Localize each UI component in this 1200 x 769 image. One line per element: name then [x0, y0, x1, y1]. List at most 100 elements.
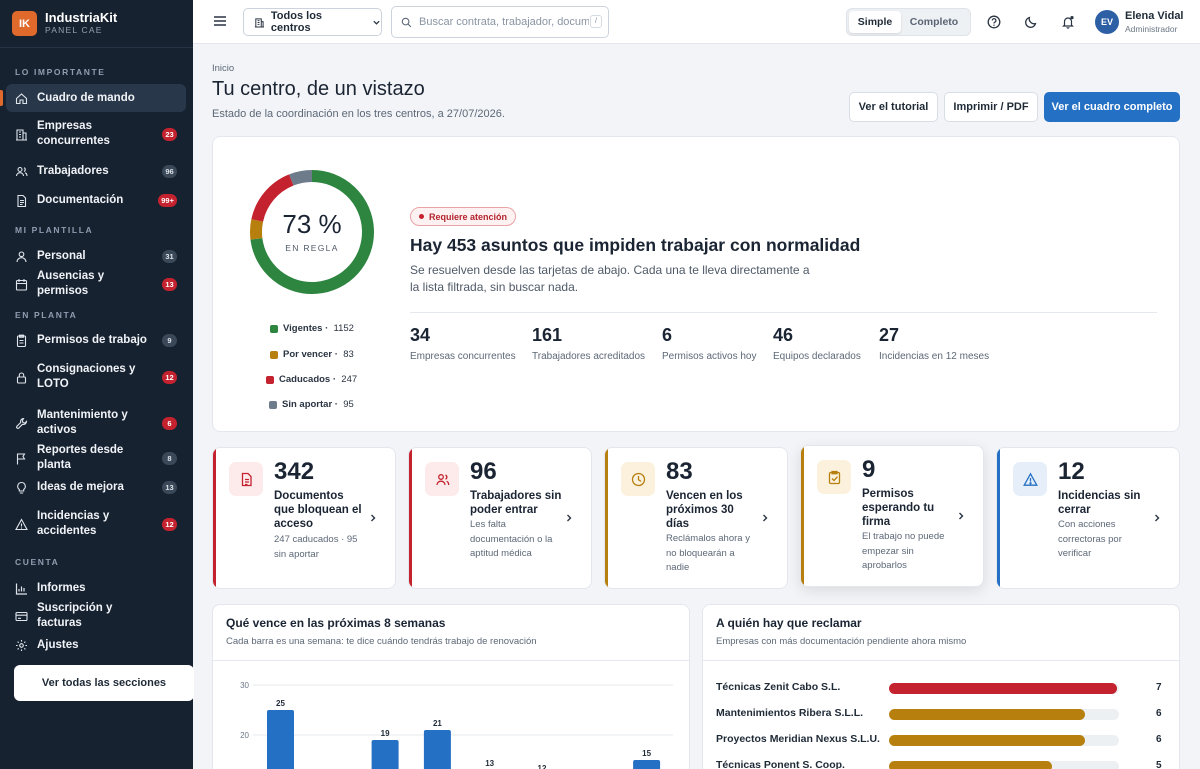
sidebar-item-clipboard[interactable]: Permisos de trabajo 9 [6, 326, 186, 354]
stat-value: 161 [532, 325, 563, 345]
mode-simple-button[interactable]: Simple [849, 11, 901, 33]
person-icon [15, 250, 28, 263]
bar[interactable] [267, 710, 294, 769]
print-pdf-button[interactable]: Imprimir / PDF [944, 92, 1038, 122]
sidebar-item-document[interactable]: Documentación 99+ [6, 186, 186, 214]
alert-card[interactable]: 83 Vencen en los próximos 30 días Reclámal… [604, 447, 788, 589]
building-icon [15, 128, 28, 141]
attention-badge: Requiere atención [410, 207, 517, 226]
claim-row[interactable]: Proyectos Meridian Nexus S.L.U. 6 [716, 733, 1166, 747]
stat-equipos: 46 Equipos declarados [773, 325, 861, 362]
claim-row[interactable]: Técnicas Ponent S. Coop. 5 [716, 759, 1166, 769]
search-box[interactable]: / [391, 6, 609, 38]
sidebar-item-gear[interactable]: Ajustes [6, 631, 186, 659]
bar[interactable] [371, 740, 399, 769]
section-en-planta: EN PLANTA [15, 310, 78, 320]
alert-card[interactable]: 342 Documentos que bloquean el acceso 247 … [212, 447, 396, 589]
card-description: Reclámalos ahora y no bloquearán a nadie [666, 533, 750, 573]
stat-value: 46 [773, 325, 794, 345]
flag-icon [15, 452, 28, 465]
claim-row[interactable]: Mantenimientos Ribera S.L.L. 6 [716, 707, 1166, 721]
mode-full-button[interactable]: Completo [909, 16, 959, 28]
sidebar-item-home[interactable]: Cuadro de mando [0, 84, 186, 112]
stat-label: Empresas concurrentes [410, 351, 516, 362]
full-dashboard-button[interactable]: Ver el cuadro completo [1044, 92, 1180, 122]
dark-mode-icon[interactable] [1024, 15, 1038, 29]
page-title: Tu centro, de un vistazo [212, 78, 425, 100]
brand[interactable]: IK IndustriaKit PANEL CAE [0, 0, 193, 48]
clipboard-icon [15, 334, 28, 347]
menu-icon[interactable] [213, 14, 227, 28]
sidebar-item-chart[interactable]: Informes [6, 574, 186, 602]
users-icon [425, 462, 459, 496]
claim-bar-fill [889, 709, 1085, 720]
divider [703, 660, 1179, 661]
chevron-right-icon [1155, 514, 1160, 522]
sidebar-badge: 6 [162, 416, 177, 430]
sidebar-item-lightbulb[interactable]: Ideas de mejora 13 [6, 473, 186, 501]
chevron-right-icon [371, 514, 376, 522]
claim-bar-track [889, 709, 1119, 720]
all-sections-button[interactable]: Ver todas las secciones [14, 665, 194, 701]
lock-icon [15, 371, 28, 384]
legend-value: 83 [343, 349, 354, 360]
bar-value-label: 25 [276, 699, 285, 708]
section-lo-importante: LO IMPORTANTE [15, 67, 106, 77]
search-input[interactable] [419, 16, 589, 28]
sidebar-badge: 96 [162, 164, 177, 178]
claim-row[interactable]: Técnicas Zenit Cabo S.L. 7 [716, 681, 1166, 695]
company-name: Técnicas Ponent S. Coop. [716, 759, 845, 769]
sidebar-item-users[interactable]: Trabajadores 96 [6, 157, 186, 185]
notifications-icon[interactable] [1061, 15, 1075, 29]
sidebar-badge: 9 [162, 333, 177, 347]
chevron-right-icon [959, 512, 964, 520]
bar-value-label: 13 [485, 759, 494, 768]
alert-card[interactable]: 9 Permisos esperando tu firma El trabajo n… [800, 445, 984, 587]
sidebar-item-wrench[interactable]: Mantenimiento y activos 6 [6, 402, 186, 444]
sidebar-item-label: Reportes desde planta [37, 444, 124, 471]
legend-swatch [270, 350, 278, 359]
help-icon[interactable] [987, 15, 1001, 29]
breadcrumb[interactable]: Inicio [212, 63, 235, 74]
y-tick-label: 20 [240, 731, 249, 740]
alert-card[interactable]: 96 Trabajadores sin poder entrar Les falta… [408, 447, 592, 589]
sidebar-item-card[interactable]: Suscripción y facturas [6, 602, 186, 630]
sidebar-item-label: Permisos de trabajo [37, 333, 147, 346]
card-title: Permisos esperando tu firma [862, 488, 935, 528]
y-tick-label: 30 [240, 681, 249, 690]
donut-segment [251, 174, 294, 222]
sidebar-item-warning[interactable]: Incidencias y accidentes 12 [6, 505, 186, 543]
divider [410, 312, 1157, 313]
claims-panel: A quién hay que reclamar Empresas con má… [702, 604, 1180, 769]
sidebar-item-calendar[interactable]: Ausencias y permisos 13 [6, 270, 186, 298]
bar[interactable] [633, 760, 661, 769]
legend-vigentes: Vigentes · 1152 [270, 323, 354, 334]
legend-swatch [270, 324, 278, 333]
alert-card[interactable]: 12 Incidencias sin cerrar Con acciones cor… [996, 447, 1180, 589]
sidebar-item-person[interactable]: Personal 31 [6, 242, 186, 270]
user-name[interactable]: Elena Vidal [1125, 10, 1184, 22]
center-select[interactable]: Todos los centros [243, 8, 382, 36]
warning-icon [15, 517, 28, 531]
avatar[interactable]: EV [1095, 10, 1119, 34]
sidebar-item-lock[interactable]: Consignaciones y LOTO 12 [6, 356, 186, 398]
card-count: 96 [470, 458, 497, 485]
stat-value: 27 [879, 325, 900, 345]
sidebar-item-building[interactable]: Empresas concurrentes 23 [6, 116, 186, 152]
bar[interactable] [423, 730, 451, 769]
tutorial-button[interactable]: Ver el tutorial [849, 92, 938, 122]
wrench-icon [15, 417, 28, 430]
sidebar-badge: 23 [162, 127, 177, 141]
expiry-panel: Qué vence en las próximas 8 semanas Cada… [212, 604, 690, 769]
expiry-subtitle: Cada barra es una semana: te dice cuándo… [226, 636, 537, 647]
sidebar-item-flag[interactable]: Reportes desde planta 8 [6, 444, 186, 472]
attention-label: Requiere atención [429, 211, 508, 222]
warning-icon [1013, 462, 1047, 496]
sidebar-item-label: Consignaciones y LOTO [37, 363, 136, 390]
sidebar-item-label: Ajustes [37, 638, 79, 651]
legend-label: Por vencer · [283, 349, 338, 360]
company-name: Proyectos Meridian Nexus S.L.U. [716, 733, 880, 745]
card-accent-bar [213, 448, 216, 588]
sidebar-item-label: Documentación [37, 193, 124, 206]
card-count: 12 [1058, 458, 1085, 485]
